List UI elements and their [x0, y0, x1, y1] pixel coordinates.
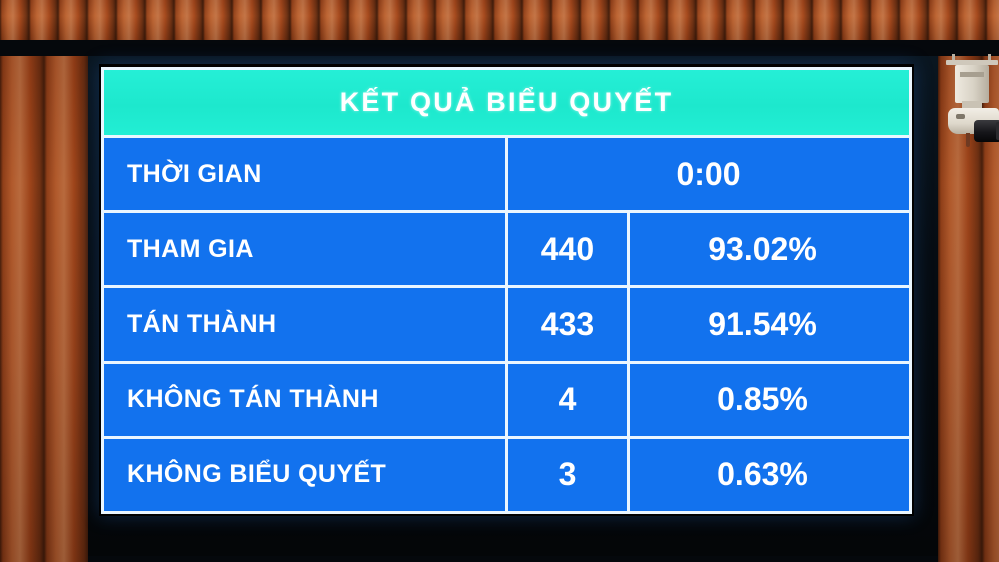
camera-bracket-pin-right	[988, 54, 991, 62]
camera-bracket-pin-left	[952, 54, 955, 62]
camera-cable	[966, 133, 970, 147]
row-percent-abstain: 0.63%	[717, 456, 808, 493]
row-label-participated: THAM GIA	[104, 213, 508, 286]
voting-results-table: THỜI GIAN 0:00 THAM GIA 440 93.02% TÁN T…	[104, 138, 909, 512]
camera-neck	[962, 101, 982, 109]
row-percent-approve: 91.54%	[708, 306, 817, 342]
wall-panel-left	[0, 56, 88, 562]
row-count-approve: 433	[508, 288, 630, 361]
camera-housing-slot	[960, 72, 984, 77]
wall-panel-top	[0, 0, 999, 40]
row-count-disapprove: 4	[508, 363, 630, 436]
table-row: THỜI GIAN 0:00	[104, 138, 909, 214]
row-percent-participated: 93.02%	[708, 230, 817, 267]
board-title: KẾT QUẢ BIỂU QUYẾT	[339, 87, 674, 117]
camera-body-marking	[956, 114, 965, 119]
voting-result-display: KẾT QUẢ BIỂU QUYẾT THỜI GIAN 0:00 THAM G…	[99, 64, 914, 516]
wall-camera-icon	[944, 52, 999, 157]
table-row: KHÔNG BIỂU QUYẾT 3 0.63%	[104, 438, 909, 512]
table-row: THAM GIA 440 93.02%	[104, 213, 909, 289]
row-count-participated: 440	[508, 213, 630, 286]
row-label-approve: TÁN THÀNH	[104, 288, 508, 361]
row-percent-disapprove: 0.85%	[717, 381, 808, 418]
voting-result-board: KẾT QUẢ BIỂU QUYẾT THỜI GIAN 0:00 THAM G…	[101, 67, 912, 514]
row-count-abstain: 3	[508, 438, 630, 512]
camera-lens	[974, 120, 999, 142]
camera-housing	[955, 65, 989, 103]
camera-lens-ring	[996, 122, 999, 140]
row-label-disapprove: KHÔNG TÁN THÀNH	[104, 363, 508, 436]
row-label-abstain: KHÔNG BIỂU QUYẾT	[104, 438, 508, 512]
row-label-time: THỜI GIAN	[104, 138, 508, 211]
board-header: KẾT QUẢ BIỂU QUYẾT	[104, 70, 909, 138]
table-row: KHÔNG TÁN THÀNH 4 0.85%	[104, 363, 909, 439]
camera-bracket-bar	[946, 60, 998, 65]
row-value-time: 0:00	[676, 155, 741, 192]
table-row: TÁN THÀNH 433 91.54%	[104, 288, 909, 364]
